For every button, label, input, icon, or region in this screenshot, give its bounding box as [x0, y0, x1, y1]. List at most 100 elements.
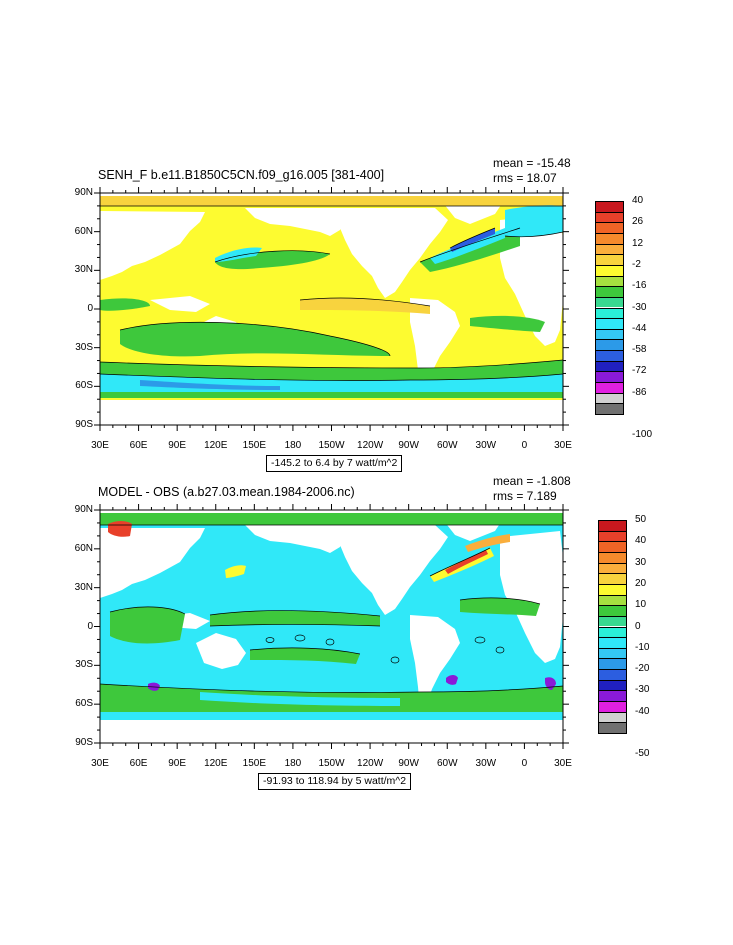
land-south-america	[410, 615, 460, 709]
lon-tick-label: 60E	[129, 758, 148, 769]
lon-tick-label: 30E	[554, 440, 572, 451]
lon-tick-label: 90W	[398, 758, 419, 769]
colorbar-swatch	[599, 626, 626, 638]
colorbar-label: -16	[632, 280, 647, 292]
colorbar-swatch	[596, 350, 623, 361]
lon-tick-label: 180	[284, 758, 302, 769]
colorbar-swatch	[596, 296, 623, 308]
map-plot	[94, 187, 569, 431]
colorbar-swatch	[596, 201, 623, 212]
lon-tick-label: 60W	[436, 440, 458, 451]
colorbar-swatch	[596, 382, 623, 393]
lat-tick-label: 90N	[74, 187, 93, 198]
lon-tick-label: 0	[521, 758, 528, 769]
colorbar-label: -86	[632, 386, 647, 398]
lat-tick-label: 60S	[75, 380, 93, 392]
colorbar-swatch	[599, 594, 626, 606]
colorbar: 40 26 12 -2 -16 -30 -44 -58 -72 -86 -100	[595, 195, 652, 440]
land-north-america	[330, 525, 448, 615]
colorbar-swatches	[598, 520, 627, 734]
pos-zone-south-pacific	[250, 647, 360, 664]
lon-tick-label: 90E	[168, 440, 187, 451]
colorbar-swatch	[596, 264, 623, 276]
colorbar-swatch	[599, 541, 626, 552]
lon-tick-label: 120W	[357, 758, 384, 769]
arctic-band	[100, 513, 563, 525]
colorbar-label: -58	[632, 344, 647, 356]
lon-tick-label: 30E	[554, 758, 572, 769]
land-indonesia	[150, 296, 210, 312]
map-title: MODEL - OBS (a.b27.03.mean.1984-2006.nc)	[98, 485, 355, 499]
colorbar-label: 20	[635, 577, 647, 589]
colorbar-swatch	[596, 286, 623, 297]
mean-value: mean = -1.808	[493, 474, 571, 488]
lon-tick-label: 30W	[475, 440, 497, 451]
colorbar-swatch	[596, 392, 623, 404]
lon-tick-label: 150W	[318, 440, 345, 451]
colorbar-swatch	[599, 711, 626, 723]
colorbar-label: -40	[635, 705, 650, 717]
rms-value: rms = 7.189	[493, 489, 557, 503]
colorbar-swatch	[599, 722, 626, 733]
southern-ocean-deep	[140, 380, 280, 390]
colorbar-label: 12	[632, 237, 644, 249]
lat-tick-label: 90S	[75, 737, 93, 748]
lon-tick-label: 30W	[475, 758, 497, 769]
contour-range-label: -91.93 to 118.94 by 5 watt/m^2	[258, 773, 412, 790]
colorbar-label: -44	[632, 322, 647, 334]
colorbar-swatch	[599, 669, 626, 680]
arctic-band	[100, 196, 563, 206]
colorbar-swatch	[599, 658, 626, 670]
lon-tick-label: 90W	[398, 440, 419, 451]
land-alaska	[245, 525, 345, 553]
colorbar-swatch	[599, 530, 626, 542]
pos-zone-atlantic	[460, 597, 540, 616]
colorbar-swatch	[599, 562, 626, 574]
rms-value: rms = 18.07	[493, 171, 557, 185]
low-zone-pacific	[120, 322, 390, 357]
lon-tick-label: 120E	[204, 440, 228, 451]
lon-tick-label: 120E	[204, 758, 228, 769]
contour-lines	[100, 524, 563, 693]
lon-tick-label: 60W	[436, 758, 458, 769]
colorbar-label: 0	[635, 620, 641, 632]
colorbar-swatch	[596, 243, 623, 255]
colorbar-label: -2	[632, 258, 641, 270]
lat-tick-label: 60S	[75, 698, 93, 710]
colorbar-swatch	[599, 605, 626, 616]
colorbar-label: -100	[632, 429, 653, 441]
colorbar-swatch	[596, 232, 623, 244]
cold-spot	[446, 675, 458, 685]
map-title: SENH_F b.e11.B1850C5CN.f09_g16.005 [381-…	[98, 168, 385, 182]
land-antarctica	[100, 402, 563, 425]
contour-range-label: -145.2 to 6.4 by 7 watt/m^2	[266, 455, 403, 472]
lat-tick-label: 30S	[75, 341, 93, 353]
colorbar-swatch	[599, 573, 626, 584]
mean-value: mean = -15.48	[493, 156, 571, 170]
lon-tick-label: 90E	[168, 758, 187, 769]
lat-tick-label: 30N	[74, 581, 93, 593]
southern-ocean-cold	[200, 692, 400, 706]
lon-tick-label: 0	[521, 440, 528, 451]
colorbar-label: -30	[632, 301, 647, 313]
colorbar-swatch	[596, 307, 623, 319]
lat-tick-label: 30N	[74, 264, 93, 276]
colorbar-swatch	[599, 647, 626, 659]
colorbar-swatch	[599, 520, 626, 531]
land-australia	[196, 633, 246, 669]
colorbar-swatch	[596, 222, 623, 233]
colorbar-swatch	[599, 701, 626, 712]
nordic-seas-cold	[505, 205, 563, 237]
colorbar-swatch	[596, 403, 623, 414]
land-antarctica	[100, 722, 563, 743]
lon-tick-label: 120W	[357, 440, 384, 451]
lon-tick-label: 180	[284, 440, 302, 451]
colorbar-label: 40	[632, 195, 644, 206]
colorbar-label: 26	[632, 216, 644, 228]
nordic-warm	[465, 534, 510, 552]
colorbar-swatch	[596, 360, 623, 372]
colorbar-swatch	[596, 328, 623, 340]
lon-tick-label: 30E	[91, 758, 109, 769]
